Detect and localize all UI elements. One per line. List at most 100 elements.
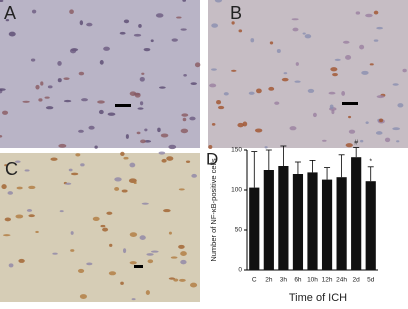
cell bbox=[2, 234, 11, 237]
cell bbox=[123, 156, 129, 160]
cell bbox=[45, 106, 54, 110]
cell bbox=[145, 290, 150, 295]
cell bbox=[190, 282, 198, 288]
cell bbox=[136, 131, 141, 135]
cell bbox=[237, 122, 244, 128]
cell bbox=[361, 70, 369, 75]
cell bbox=[15, 214, 24, 219]
panel-label: B bbox=[230, 3, 242, 23]
cell bbox=[216, 100, 222, 105]
cell bbox=[63, 99, 72, 103]
cells bbox=[0, 0, 407, 301]
cell bbox=[138, 23, 142, 28]
cell bbox=[35, 230, 39, 233]
bar bbox=[365, 181, 376, 270]
cell bbox=[238, 29, 243, 33]
cell bbox=[180, 259, 187, 265]
cell bbox=[342, 40, 350, 44]
bar bbox=[336, 177, 347, 270]
cell bbox=[70, 231, 74, 235]
cell bbox=[178, 244, 185, 249]
cell bbox=[147, 259, 154, 264]
cell bbox=[256, 88, 262, 94]
error-bar bbox=[251, 151, 258, 188]
bar bbox=[278, 166, 289, 270]
cell bbox=[129, 232, 138, 237]
cell bbox=[159, 86, 166, 89]
cell bbox=[8, 31, 16, 37]
cell bbox=[79, 20, 84, 26]
cell bbox=[248, 91, 255, 95]
cell bbox=[331, 109, 335, 115]
cell bbox=[214, 0, 223, 3]
cell bbox=[276, 49, 281, 53]
cell bbox=[38, 98, 43, 102]
x-tick-label: 6h bbox=[294, 277, 302, 284]
cell bbox=[223, 92, 229, 96]
cell bbox=[69, 48, 77, 54]
cell bbox=[182, 117, 187, 122]
cell bbox=[102, 227, 109, 232]
cell bbox=[28, 214, 35, 218]
cell bbox=[268, 86, 275, 91]
significance-marker: # bbox=[354, 139, 358, 146]
cell bbox=[163, 209, 171, 213]
cell bbox=[375, 131, 383, 135]
cell bbox=[373, 39, 379, 42]
y-tick-label: 50 bbox=[235, 227, 243, 234]
cell bbox=[392, 127, 401, 131]
cell bbox=[109, 243, 113, 247]
cell bbox=[47, 85, 53, 89]
panel-label: D bbox=[206, 149, 218, 168]
cell bbox=[15, 160, 21, 163]
cell bbox=[77, 268, 85, 273]
y-axis-title: Number of NF-κB-positive cells bbox=[209, 158, 218, 262]
cell bbox=[81, 98, 88, 102]
y-tick-label: 0 bbox=[238, 267, 242, 274]
cell bbox=[86, 262, 93, 266]
cell bbox=[269, 41, 274, 45]
cell bbox=[254, 128, 263, 133]
cell bbox=[170, 256, 178, 259]
cell bbox=[108, 271, 117, 276]
bar bbox=[321, 179, 333, 270]
cell bbox=[369, 63, 374, 66]
cell bbox=[0, 134, 3, 138]
cell bbox=[5, 18, 10, 22]
cell bbox=[52, 252, 58, 255]
cell bbox=[231, 21, 235, 25]
cell bbox=[121, 189, 128, 193]
cell bbox=[50, 157, 58, 161]
significance-marker: * bbox=[369, 159, 372, 166]
cell bbox=[144, 140, 152, 143]
cell bbox=[208, 145, 213, 149]
cell bbox=[359, 139, 364, 143]
cell bbox=[79, 294, 87, 299]
cell bbox=[355, 11, 361, 15]
cell bbox=[114, 187, 120, 191]
cell bbox=[133, 181, 137, 185]
cell bbox=[70, 249, 75, 252]
cell bbox=[348, 129, 356, 134]
cell bbox=[63, 77, 70, 81]
cell bbox=[141, 72, 145, 75]
cell bbox=[0, 0, 4, 3]
cell bbox=[103, 46, 110, 51]
cell bbox=[69, 9, 74, 15]
cell bbox=[139, 101, 144, 106]
error-bar bbox=[353, 147, 360, 158]
cell bbox=[211, 123, 216, 126]
cell bbox=[97, 100, 105, 104]
cell bbox=[166, 156, 174, 161]
y-tick-label: 150 bbox=[231, 147, 242, 154]
x-tick-label: C bbox=[252, 277, 257, 284]
cell bbox=[125, 134, 129, 139]
cell bbox=[168, 231, 172, 235]
cell bbox=[185, 160, 191, 164]
cell bbox=[75, 153, 81, 157]
cell bbox=[211, 68, 217, 71]
bar bbox=[263, 170, 274, 270]
cell bbox=[35, 84, 40, 90]
error-bar bbox=[294, 161, 301, 174]
cell bbox=[100, 224, 106, 228]
